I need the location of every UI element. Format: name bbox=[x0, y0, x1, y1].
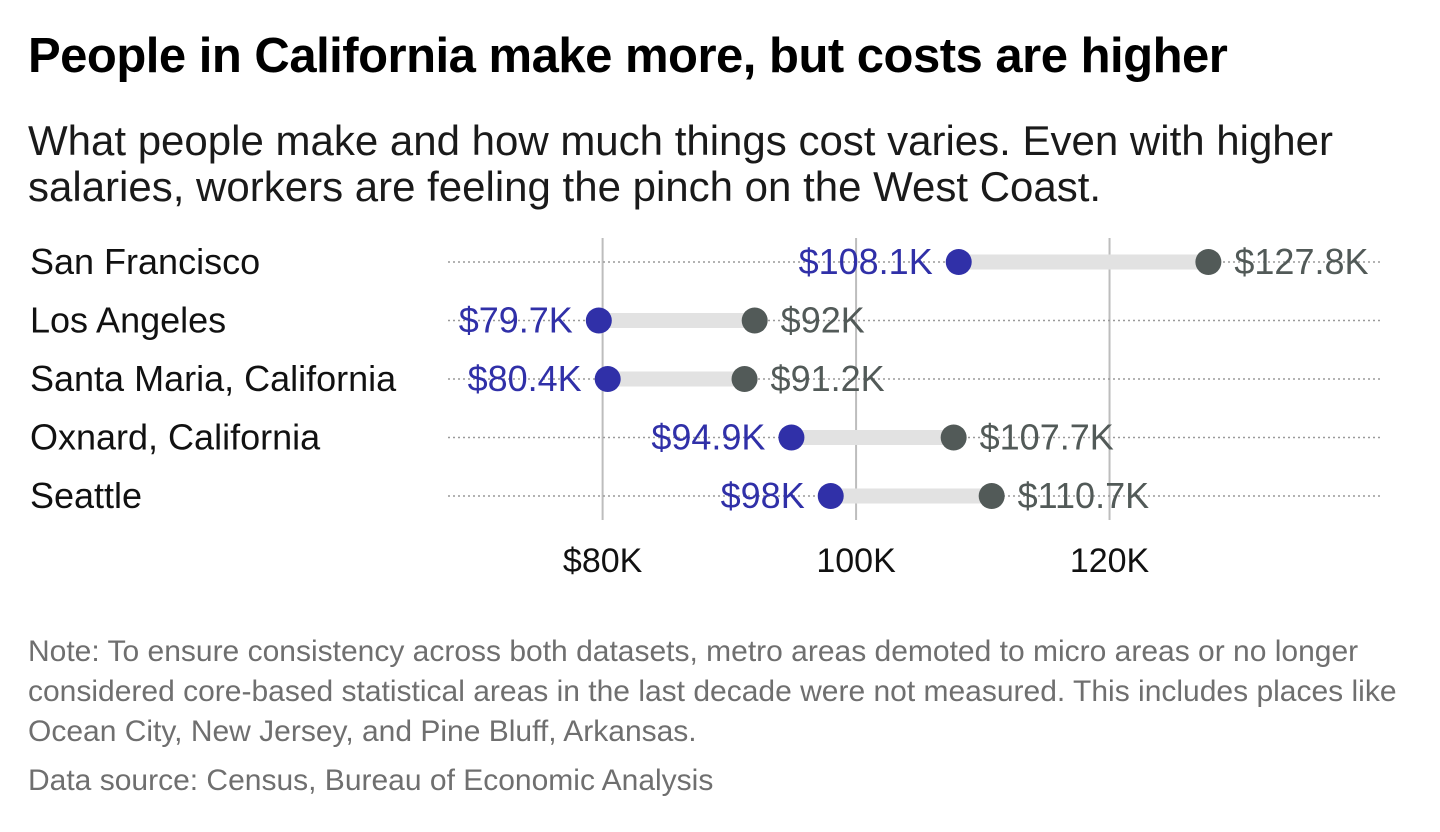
low-dot-1 bbox=[585, 307, 612, 334]
row-label-3: Oxnard, California bbox=[30, 417, 321, 458]
x-tick-label-0: $80K bbox=[563, 542, 643, 580]
row-label-2: Santa Maria, California bbox=[30, 358, 397, 399]
high-value-label-3: $107.7K bbox=[980, 417, 1114, 458]
chart-subtitle: What people make and how much things cos… bbox=[28, 117, 1334, 210]
low-value-label-2: $80.4K bbox=[468, 358, 582, 399]
low-dot-4 bbox=[817, 483, 844, 509]
high-value-label-0: $127.8K bbox=[1234, 241, 1368, 282]
low-dot-2 bbox=[594, 366, 621, 392]
x-tick-label-1: 100K bbox=[816, 542, 896, 580]
low-dot-3 bbox=[778, 424, 805, 451]
high-dot-0 bbox=[1195, 249, 1222, 275]
x-axis: $80K 100K 120K bbox=[563, 542, 1150, 580]
chart-title: People in California make more, but cost… bbox=[28, 29, 1228, 83]
row-label-0: San Francisco bbox=[30, 241, 260, 282]
high-value-label-2: $91.2K bbox=[771, 358, 885, 399]
low-value-label-1: $79.7K bbox=[459, 300, 573, 341]
row-label-1: Los Angeles bbox=[30, 300, 226, 341]
row-label-4: Seattle bbox=[30, 475, 142, 516]
chart-note: Note: To ensure consistency across both … bbox=[28, 635, 1397, 748]
low-dot-0 bbox=[945, 249, 972, 275]
low-value-label-0: $108.1K bbox=[799, 241, 933, 282]
high-value-label-1: $92K bbox=[781, 300, 865, 341]
dumbbell-chart: San Francisco $108.1K $127.8K Los Angeles $7… bbox=[30, 238, 1382, 580]
high-dot-2 bbox=[731, 366, 758, 392]
high-dot-1 bbox=[741, 307, 768, 334]
rows-layer: San Francisco $108.1K $127.8K Los Angeles $7… bbox=[30, 241, 1382, 516]
data-source: Data source: Census, Bureau of Economic … bbox=[28, 764, 714, 797]
high-value-label-4: $110.7K bbox=[1018, 475, 1149, 516]
high-dot-3 bbox=[940, 424, 967, 451]
x-tick-label-2: 120K bbox=[1070, 542, 1150, 580]
low-value-label-3: $94.9K bbox=[651, 417, 765, 458]
low-value-label-4: $98K bbox=[721, 475, 805, 516]
high-dot-4 bbox=[978, 483, 1005, 509]
